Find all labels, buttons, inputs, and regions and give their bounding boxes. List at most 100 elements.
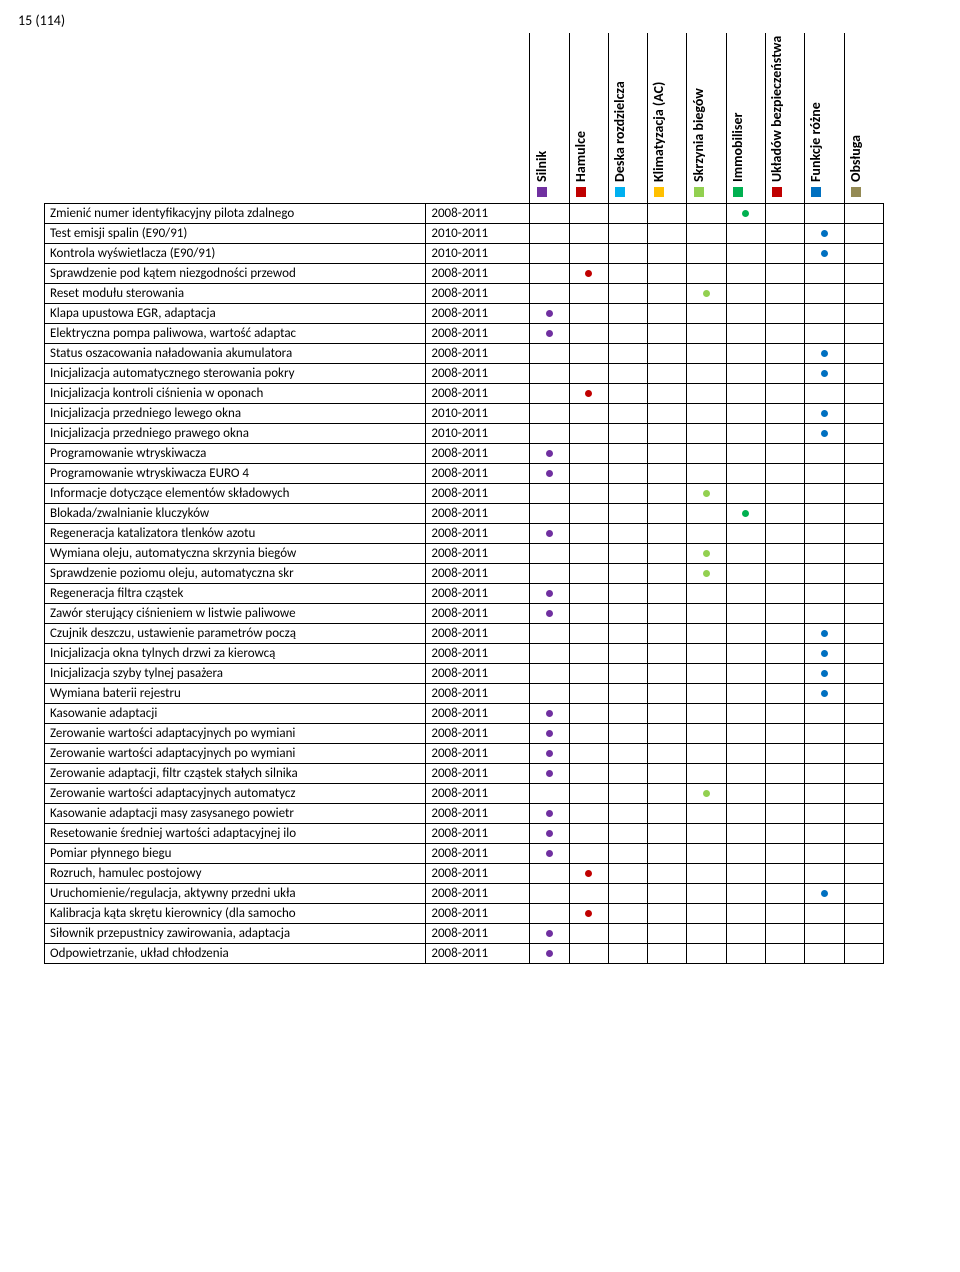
- cell-funk: [805, 623, 844, 643]
- cell-funk: [805, 323, 844, 343]
- dot-funk: [821, 410, 828, 417]
- cell-klim: [648, 263, 687, 283]
- cell-silnik: [530, 803, 569, 823]
- cell-silnik: [530, 663, 569, 683]
- row-desc: Kasowanie adaptacji: [45, 703, 426, 723]
- cell-hamulce: [569, 463, 608, 483]
- cell-deska: [608, 203, 647, 223]
- row-desc: Zerowanie wartości adaptacyjnych automat…: [45, 783, 426, 803]
- table-row: Pomiar płynnego biegu2008-2011: [45, 843, 884, 863]
- row-desc: Zerowanie adaptacji, filtr cząstek stały…: [45, 763, 426, 783]
- cell-immo: [726, 303, 765, 323]
- cell-klim: [648, 863, 687, 883]
- cell-obsl: [844, 783, 883, 803]
- cell-funk: [805, 463, 844, 483]
- cell-bezp: [766, 883, 805, 903]
- cell-deska: [608, 503, 647, 523]
- cell-skrz: [687, 783, 726, 803]
- cell-deska: [608, 863, 647, 883]
- cell-bezp: [766, 763, 805, 783]
- cell-funk: [805, 403, 844, 423]
- cell-hamulce: [569, 203, 608, 223]
- cell-funk: [805, 243, 844, 263]
- legend-square-immo: [732, 187, 742, 197]
- cell-klim: [648, 343, 687, 363]
- cell-bezp: [766, 863, 805, 883]
- cell-immo: [726, 643, 765, 663]
- cell-klim: [648, 663, 687, 683]
- table-row: Siłownik przepustnicy zawirowania, adapt…: [45, 923, 884, 943]
- dot-funk: [821, 230, 828, 237]
- dot-silnik: [546, 810, 553, 817]
- header-klim: Klimatyzacja (AC): [648, 33, 687, 203]
- cell-funk: [805, 643, 844, 663]
- cell-skrz: [687, 463, 726, 483]
- cell-silnik: [530, 863, 569, 883]
- cell-skrz: [687, 843, 726, 863]
- table-row: Klapa upustowa EGR, adaptacja2008-2011: [45, 303, 884, 323]
- dot-silnik: [546, 330, 553, 337]
- cell-bezp: [766, 743, 805, 763]
- cell-obsl: [844, 503, 883, 523]
- row-year: 2008-2011: [426, 323, 530, 343]
- row-desc: Siłownik przepustnicy zawirowania, adapt…: [45, 923, 426, 943]
- cell-klim: [648, 243, 687, 263]
- cell-obsl: [844, 923, 883, 943]
- table-row: Rozruch, hamulec postojowy2008-2011: [45, 863, 884, 883]
- header-blank-desc: [45, 33, 426, 203]
- cell-immo: [726, 743, 765, 763]
- cell-deska: [608, 343, 647, 363]
- cell-hamulce: [569, 663, 608, 683]
- cell-funk: [805, 723, 844, 743]
- cell-deska: [608, 803, 647, 823]
- cell-deska: [608, 743, 647, 763]
- dot-funk: [821, 630, 828, 637]
- legend-square-skrz: [693, 187, 703, 197]
- cell-hamulce: [569, 323, 608, 343]
- cell-immo: [726, 483, 765, 503]
- dot-hamulce: [585, 390, 592, 397]
- table-row: Inicjalizacja okna tylnych drzwi za kier…: [45, 643, 884, 663]
- cell-obsl: [844, 263, 883, 283]
- cell-obsl: [844, 603, 883, 623]
- cell-silnik: [530, 683, 569, 703]
- cell-klim: [648, 403, 687, 423]
- cell-obsl: [844, 643, 883, 663]
- row-desc: Inicjalizacja okna tylnych drzwi za kier…: [45, 643, 426, 663]
- cell-silnik: [530, 423, 569, 443]
- cell-silnik: [530, 283, 569, 303]
- cell-obsl: [844, 803, 883, 823]
- cell-hamulce: [569, 523, 608, 543]
- dot-silnik: [546, 590, 553, 597]
- cell-funk: [805, 863, 844, 883]
- cell-hamulce: [569, 783, 608, 803]
- cell-klim: [648, 463, 687, 483]
- dot-funk: [821, 350, 828, 357]
- cell-immo: [726, 463, 765, 483]
- cell-obsl: [844, 863, 883, 883]
- cell-obsl: [844, 623, 883, 643]
- cell-deska: [608, 763, 647, 783]
- cell-obsl: [844, 323, 883, 343]
- cell-klim: [648, 583, 687, 603]
- row-desc: Elektryczna pompa paliwowa, wartość adap…: [45, 323, 426, 343]
- cell-immo: [726, 803, 765, 823]
- row-year: 2010-2011: [426, 403, 530, 423]
- cell-immo: [726, 243, 765, 263]
- dot-hamulce: [585, 870, 592, 877]
- table-row: Informacje dotyczące elementów składowyc…: [45, 483, 884, 503]
- cell-silnik: [530, 523, 569, 543]
- cell-obsl: [844, 303, 883, 323]
- row-desc: Odpowietrzanie, układ chłodzenia: [45, 943, 426, 963]
- cell-silnik: [530, 243, 569, 263]
- row-desc: Kontrola wyświetlacza (E90/91): [45, 243, 426, 263]
- table-row: Sprawdzenie pod kątem niezgodności przew…: [45, 263, 884, 283]
- row-desc: Czujnik deszczu, ustawienie parametrów p…: [45, 623, 426, 643]
- cell-funk: [805, 563, 844, 583]
- cell-bezp: [766, 663, 805, 683]
- cell-klim: [648, 783, 687, 803]
- row-desc: Informacje dotyczące elementów składowyc…: [45, 483, 426, 503]
- cell-obsl: [844, 343, 883, 363]
- row-year: 2008-2011: [426, 303, 530, 323]
- cell-skrz: [687, 343, 726, 363]
